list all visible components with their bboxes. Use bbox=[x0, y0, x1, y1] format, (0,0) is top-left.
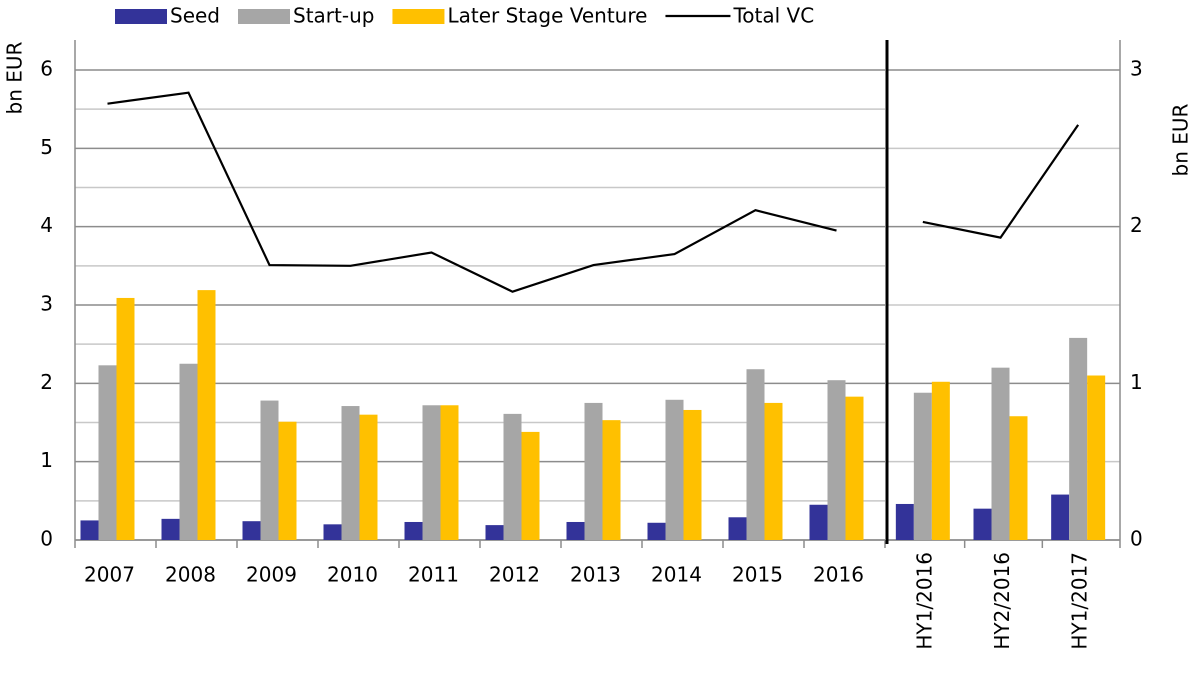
bar bbox=[809, 504, 828, 540]
bar bbox=[98, 365, 117, 540]
y-axis-label: bn EUR bbox=[3, 41, 27, 114]
bar bbox=[683, 409, 702, 540]
y-tick-label: 0 bbox=[40, 527, 53, 551]
bar bbox=[242, 521, 261, 540]
y2-axis-label: bn EUR bbox=[1169, 103, 1193, 176]
bar bbox=[503, 413, 522, 540]
x-tick-label: HY2/2016 bbox=[990, 552, 1014, 650]
legend-label: Later Stage Venture bbox=[447, 4, 647, 28]
line bbox=[107, 91, 837, 293]
bar bbox=[1069, 337, 1088, 540]
y2-tick-label: 3 bbox=[1130, 57, 1143, 81]
bar bbox=[746, 369, 765, 540]
bar bbox=[260, 400, 279, 540]
bar bbox=[485, 525, 504, 540]
x-tick-label: 2007 bbox=[84, 563, 135, 587]
line bbox=[922, 124, 1080, 239]
y-tick-label: 4 bbox=[40, 213, 53, 237]
bar bbox=[647, 522, 666, 540]
bar bbox=[359, 414, 378, 540]
x-tick-label: 2009 bbox=[246, 563, 297, 587]
legend-swatch bbox=[115, 9, 167, 24]
x-tick-label: HY1/2017 bbox=[1068, 552, 1092, 650]
bar bbox=[931, 381, 950, 540]
bar bbox=[404, 521, 423, 540]
y-tick-label: 6 bbox=[40, 57, 53, 81]
bar bbox=[161, 518, 180, 540]
legend-label: Total VC bbox=[732, 4, 814, 28]
legend-label: Seed bbox=[170, 4, 220, 28]
x-tick-label: HY1/2016 bbox=[912, 552, 936, 650]
bar bbox=[764, 402, 783, 540]
bar bbox=[116, 297, 135, 540]
legend-label: Start-up bbox=[293, 4, 374, 28]
bar bbox=[602, 420, 621, 540]
bar bbox=[440, 405, 459, 540]
y-tick-label: 2 bbox=[40, 370, 53, 394]
bar bbox=[973, 508, 992, 540]
bar bbox=[278, 421, 297, 540]
bar bbox=[80, 520, 99, 540]
legend-swatch bbox=[392, 9, 445, 24]
y-tick-label: 5 bbox=[40, 135, 53, 159]
y2-tick-label: 1 bbox=[1130, 370, 1143, 394]
x-tick-label: 2008 bbox=[165, 563, 216, 587]
bar bbox=[665, 399, 684, 540]
y2-tick-label: 0 bbox=[1130, 527, 1143, 551]
bar bbox=[728, 517, 747, 540]
bar bbox=[566, 521, 585, 540]
x-tick-label: 2013 bbox=[570, 563, 621, 587]
bar bbox=[827, 380, 846, 540]
y-tick-label: 1 bbox=[40, 448, 53, 472]
y-tick-label: 3 bbox=[40, 292, 53, 316]
legend-swatch bbox=[238, 9, 290, 24]
x-tick-label: 2015 bbox=[732, 563, 783, 587]
x-tick-label: 2012 bbox=[489, 563, 540, 587]
bar bbox=[895, 503, 914, 540]
bar bbox=[341, 406, 360, 540]
bar bbox=[521, 431, 540, 540]
x-tick-label: 2016 bbox=[813, 563, 864, 587]
x-tick-label: 2014 bbox=[651, 563, 702, 587]
bar bbox=[179, 363, 198, 540]
bar bbox=[422, 405, 441, 540]
x-tick-label: 2010 bbox=[327, 563, 378, 587]
bar bbox=[1009, 416, 1028, 540]
bar bbox=[1051, 494, 1070, 540]
bar bbox=[1087, 375, 1106, 540]
y2-tick-label: 2 bbox=[1130, 213, 1143, 237]
bar bbox=[197, 290, 216, 540]
bar bbox=[323, 524, 342, 540]
bar bbox=[913, 392, 932, 540]
bar bbox=[845, 396, 864, 540]
bar bbox=[991, 367, 1010, 540]
x-tick-label: 2011 bbox=[408, 563, 459, 587]
bar bbox=[584, 402, 603, 540]
